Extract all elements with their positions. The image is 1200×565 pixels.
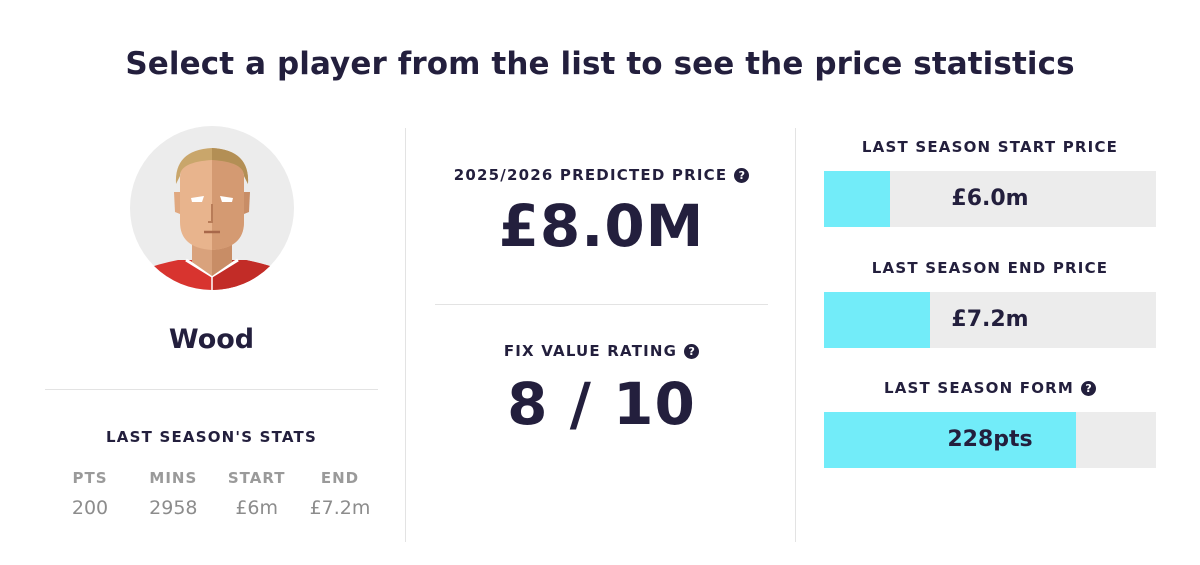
divider xyxy=(435,304,768,305)
stat-label: MINS xyxy=(149,469,198,487)
start-price-value: £6.0m xyxy=(951,186,1029,211)
stat-value: £7.2m xyxy=(309,497,371,519)
stats-title: LAST SEASON'S STATS xyxy=(106,428,317,446)
stat-value: 200 xyxy=(71,497,109,519)
help-icon[interactable]: ? xyxy=(684,343,700,359)
start-price-label: LAST SEASON START PRICE xyxy=(861,138,1119,156)
stat-start: START £6m xyxy=(217,469,297,519)
form-bar: 228pts xyxy=(824,412,1156,468)
stat-label: START xyxy=(227,469,286,487)
value-rating-value: 8 / 10 xyxy=(507,370,696,438)
stat-end: END £7.2m xyxy=(300,469,380,519)
player-name: Wood xyxy=(168,324,255,355)
divider xyxy=(45,389,378,390)
form-value: 228pts xyxy=(947,427,1033,452)
end-price-block: LAST SEASON END PRICE £7.2m xyxy=(824,259,1156,348)
help-icon[interactable]: ? xyxy=(1081,380,1097,396)
column-divider xyxy=(795,128,796,542)
form-label: LAST SEASON FORM xyxy=(883,379,1075,397)
stat-label: END xyxy=(320,469,360,487)
form-label-row: LAST SEASON FORM ? xyxy=(824,379,1156,397)
player-avatar xyxy=(128,126,296,296)
stat-label: PTS xyxy=(72,469,108,487)
predicted-price-label: 2025/2026 PREDICTED PRICE xyxy=(453,166,728,184)
value-rating-label: FIX VALUE RATING xyxy=(503,342,678,360)
end-price-label: LAST SEASON END PRICE xyxy=(871,259,1109,277)
predicted-price-section: 2025/2026 PREDICTED PRICE ? £8.0M xyxy=(435,166,768,260)
stat-value: £6m xyxy=(235,497,278,519)
start-price-bar: £6.0m xyxy=(824,171,1156,227)
page-title: Select a player from the list to see the… xyxy=(125,46,1075,82)
start-price-block: LAST SEASON START PRICE £6.0m xyxy=(824,138,1156,227)
form-block: LAST SEASON FORM ? 228pts xyxy=(824,379,1156,468)
start-price-bar-fill xyxy=(824,171,891,227)
column-divider xyxy=(405,128,406,542)
value-rating-label-row: FIX VALUE RATING ? xyxy=(435,342,768,360)
help-icon[interactable]: ? xyxy=(734,167,750,183)
end-price-value: £7.2m xyxy=(951,307,1029,332)
predicted-price-label-row: 2025/2026 PREDICTED PRICE ? xyxy=(435,166,768,184)
stats-row: PTS 200 MINS 2958 START £6m END £7.2m xyxy=(50,469,380,519)
end-price-bar-fill xyxy=(824,292,931,348)
form-bar-fill xyxy=(824,412,1077,468)
stat-pts: PTS 200 xyxy=(50,469,130,519)
end-price-bar: £7.2m xyxy=(824,292,1156,348)
stat-mins: MINS 2958 xyxy=(133,469,213,519)
stat-value: 2958 xyxy=(149,497,198,519)
predicted-price-value: £8.0M xyxy=(498,192,705,260)
value-rating-section: FIX VALUE RATING ? 8 / 10 xyxy=(435,342,768,438)
